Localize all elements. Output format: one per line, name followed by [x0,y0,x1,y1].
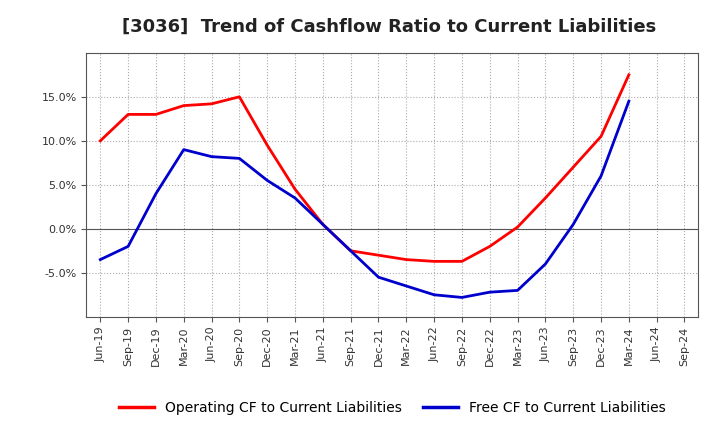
Legend: Operating CF to Current Liabilities, Free CF to Current Liabilities: Operating CF to Current Liabilities, Fre… [114,396,671,421]
Text: [3036]  Trend of Cashflow Ratio to Current Liabilities: [3036] Trend of Cashflow Ratio to Curren… [122,18,657,36]
